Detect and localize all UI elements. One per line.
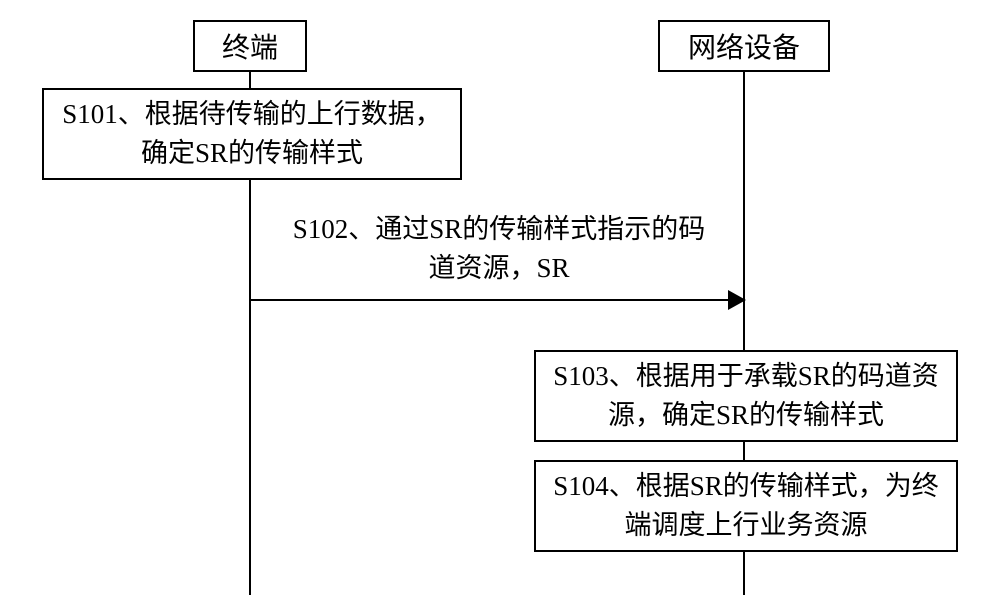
step-s101: S101、根据待传输的上行数据，确定SR的传输样式 — [42, 88, 462, 180]
msg-s102-arrow-head — [728, 290, 746, 310]
actor-terminal: 终端 — [193, 20, 307, 72]
actor-network: 网络设备 — [658, 20, 830, 72]
actor-network-label: 网络设备 — [688, 26, 800, 66]
actor-terminal-label: 终端 — [222, 26, 278, 66]
step-s101-text: S101、根据待传输的上行数据，确定SR的传输样式 — [54, 95, 450, 173]
msg-s102-text: S102、通过SR的传输样式指示的码道资源，SR — [293, 214, 706, 283]
step-s103: S103、根据用于承载SR的码道资源，确定SR的传输样式 — [534, 350, 958, 442]
step-s104: S104、根据SR的传输样式，为终端调度上行业务资源 — [534, 460, 958, 552]
step-s104-text: S104、根据SR的传输样式，为终端调度上行业务资源 — [546, 467, 946, 545]
msg-s102-arrow-line — [251, 299, 728, 301]
msg-s102-label: S102、通过SR的传输样式指示的码道资源，SR — [284, 210, 714, 288]
step-s103-text: S103、根据用于承载SR的码道资源，确定SR的传输样式 — [546, 357, 946, 435]
